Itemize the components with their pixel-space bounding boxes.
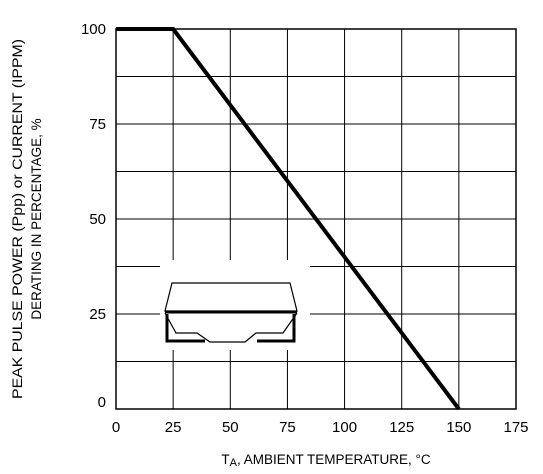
x-axis-label-prefix: T xyxy=(221,452,229,467)
x-axis-label-rest: , AMBIENT TEMPERATURE, °C xyxy=(237,452,431,467)
x-tick-label: 0 xyxy=(112,419,120,436)
x-tick-label: 75 xyxy=(279,419,296,436)
y-tick-label: 75 xyxy=(89,116,106,133)
y-axis-label-line2: DERATING IN PERCENTAGE, % xyxy=(29,118,44,319)
y-tick-label: 0 xyxy=(98,394,106,411)
x-axis-label-subscript: A xyxy=(230,457,238,469)
y-tick-label: 100 xyxy=(81,21,106,38)
y-axis-label-line1: PEAK PULSE POWER (Ppp) or CURRENT (IPPM) xyxy=(10,39,25,399)
y-tick-label: 50 xyxy=(89,211,106,228)
package-body-bottom xyxy=(164,312,298,343)
y-tick-label: 25 xyxy=(89,306,106,323)
x-tick-label: 175 xyxy=(503,419,528,436)
package-lead-left xyxy=(165,314,205,343)
x-tick-label: 150 xyxy=(446,419,471,436)
x-tick-label: 125 xyxy=(389,419,414,436)
package-outline-icon xyxy=(160,260,310,350)
x-tick-label: 50 xyxy=(222,419,239,436)
x-tick-label: 100 xyxy=(332,419,357,436)
plot-frame xyxy=(115,28,517,410)
x-axis-label: TA, AMBIENT TEMPERATURE, °C xyxy=(221,452,431,469)
package-icon-background xyxy=(160,260,310,350)
x-tick-label: 25 xyxy=(165,419,182,436)
grid xyxy=(116,29,516,409)
y-tick-labels: 0 25 50 75 100 xyxy=(81,21,106,411)
package-lead-right xyxy=(257,314,296,343)
x-tick-labels: 0 25 50 75 100 125 150 175 xyxy=(112,419,529,436)
